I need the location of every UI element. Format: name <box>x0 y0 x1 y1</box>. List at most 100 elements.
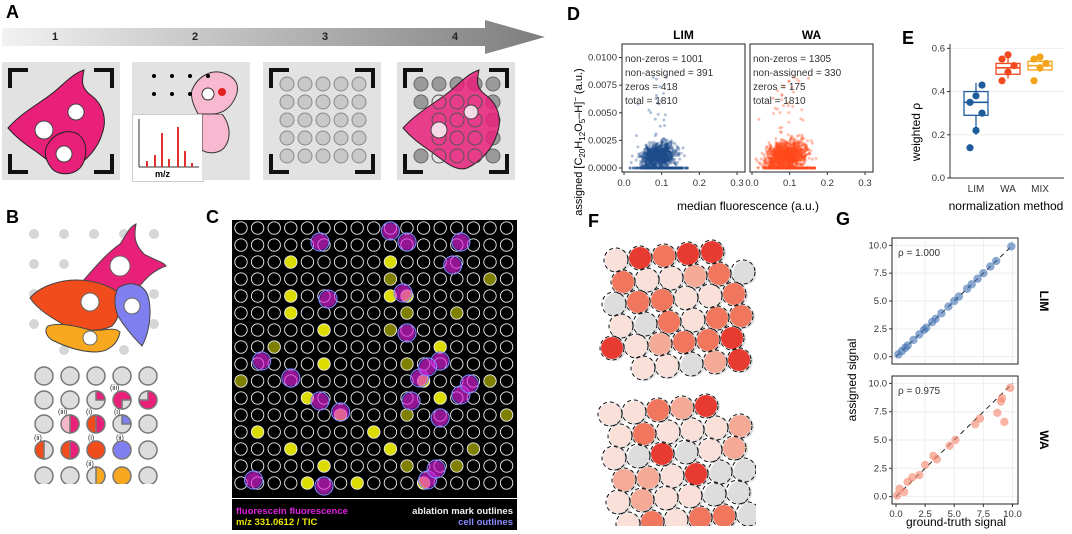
d-scatter-point <box>660 151 664 155</box>
d-scatter-point <box>655 158 659 162</box>
d-scatter-point <box>653 156 657 160</box>
d-scatter-point <box>783 150 787 154</box>
d-scatter-point <box>800 143 804 147</box>
mz-signal-mark <box>301 476 314 490</box>
ablation-mark-outline <box>433 442 447 456</box>
d-scatter-point <box>665 160 669 164</box>
d-zero-point <box>807 166 811 170</box>
d-scatter-point <box>661 140 665 144</box>
d-scatter-point <box>643 164 647 168</box>
d-scatter-point <box>802 150 806 154</box>
ablation-mark-outline <box>267 476 281 490</box>
d-scatter-point <box>773 158 777 162</box>
d-scatter-point <box>664 146 668 150</box>
d-scatter-point <box>773 163 777 167</box>
mz-signal-mark <box>284 289 297 303</box>
d-scatter-point <box>802 150 806 154</box>
d-scatter-point <box>654 148 658 152</box>
fluorescence-blob <box>320 291 336 307</box>
d-scatter-point <box>786 157 790 161</box>
ablation-mark-outline <box>234 306 248 320</box>
d-scatter-point <box>774 150 778 154</box>
d-scatter-point <box>647 150 651 154</box>
d-scatter-point <box>662 151 666 155</box>
d-scatter-point <box>784 155 788 159</box>
d-scatter-point <box>796 142 800 146</box>
d-scatter-point <box>651 147 655 151</box>
d-scatter-point <box>658 154 662 158</box>
d-scatter-point <box>658 157 662 161</box>
d-scatter-point <box>658 149 662 153</box>
d-scatter-point <box>769 163 773 167</box>
g-rho-annotation: ρ = 0.975 <box>898 386 941 397</box>
d-scatter-point <box>784 163 788 167</box>
d-scatter-point <box>663 148 667 152</box>
d-scatter-point <box>649 162 653 166</box>
d-scatter-point <box>660 141 664 145</box>
d-scatter-point <box>662 158 666 162</box>
d-scatter-point <box>780 146 784 150</box>
d-scatter-point <box>663 154 667 158</box>
ablation-mark-outline <box>250 272 265 286</box>
d-scatter-point <box>784 153 788 157</box>
d-scatter-point <box>666 158 670 162</box>
d-scatter-point <box>656 147 660 151</box>
d-scatter-point <box>779 156 783 160</box>
d-scatter-point <box>659 158 663 162</box>
d-scatter-point <box>802 151 806 155</box>
d-scatter-point <box>792 159 796 163</box>
d-scatter-point <box>651 160 655 164</box>
ablation-mark-outline <box>317 425 331 439</box>
d-scatter-point <box>645 151 649 155</box>
d-scatter-point <box>799 153 803 157</box>
ablation-mark-outline <box>250 442 265 456</box>
ablation-mark-outline <box>433 323 447 337</box>
d-scatter-point <box>788 153 792 157</box>
d-scatter-point <box>782 160 786 164</box>
d-scatter-point <box>789 158 793 162</box>
d-scatter-point <box>791 157 795 161</box>
d-scatter-point <box>784 150 788 154</box>
d-scatter-point <box>662 157 666 161</box>
d-scatter-point <box>655 155 659 159</box>
d-scatter-point <box>654 152 658 156</box>
d-scatter-point <box>786 156 790 160</box>
d-scatter-point <box>796 158 800 162</box>
cell-outline <box>410 368 430 388</box>
d-scatter-point <box>653 158 657 162</box>
d-scatter-point <box>660 155 664 159</box>
d-scatter-point <box>662 149 666 153</box>
d-scatter-point <box>654 160 658 164</box>
d-scatter-point <box>789 137 793 141</box>
d-scatter-point <box>789 157 793 161</box>
d-scatter-point <box>796 144 800 148</box>
d-scatter-point <box>657 150 661 154</box>
d-scatter-point <box>658 155 662 159</box>
d-zero-point <box>668 166 672 170</box>
ablation-mark-outline <box>383 391 398 405</box>
d-scatter-point <box>795 155 799 159</box>
d-scatter-point <box>781 160 785 164</box>
d-scatter-point <box>776 142 780 146</box>
d-scatter-point <box>794 148 798 152</box>
d-scatter-point <box>788 152 792 156</box>
d-scatter-point <box>778 161 782 165</box>
d-scatter-point <box>656 146 660 150</box>
d-scatter-point <box>658 156 662 160</box>
d-scatter-point <box>791 152 795 156</box>
d-scatter-point <box>761 162 765 166</box>
mass-spectrum-inset: m/z <box>132 114 204 182</box>
d-scatter-point <box>795 149 799 153</box>
d-scatter-point <box>785 163 789 167</box>
ablation-mark-outline <box>367 306 381 320</box>
d-scatter-point <box>644 158 648 162</box>
d-scatter-point <box>785 147 789 151</box>
d-scatter-point <box>784 157 788 161</box>
d-scatter-point <box>650 159 654 163</box>
d-scatter-point <box>660 143 664 147</box>
d-scatter-point <box>781 153 785 157</box>
f-cell-shadow <box>728 481 752 505</box>
d-scatter-point <box>790 155 794 159</box>
d-scatter-point <box>656 148 660 152</box>
d-scatter-point <box>673 157 677 161</box>
